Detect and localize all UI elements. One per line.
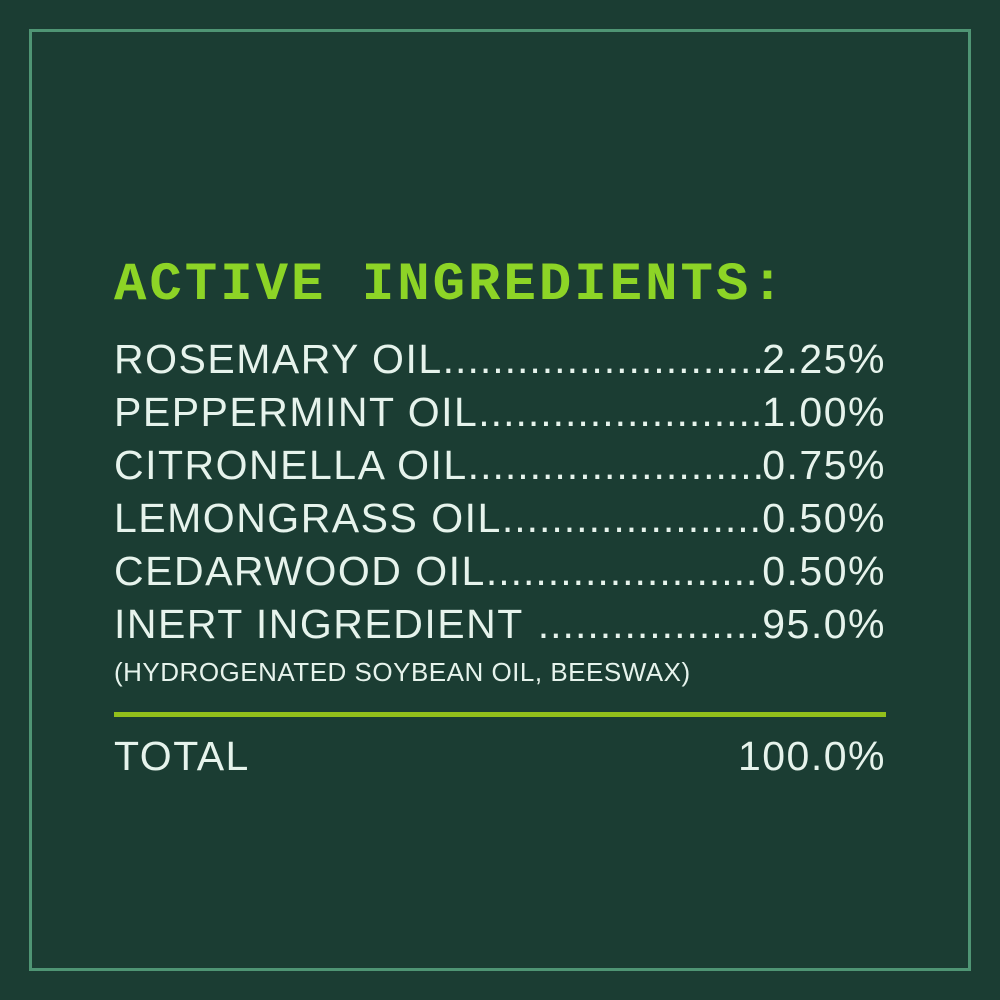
leader-dots: ........................................…: [467, 442, 763, 488]
ingredient-row-lemongrass: LEMONGRASS OIL .........................…: [114, 492, 886, 545]
leader-dots: ........................................…: [442, 336, 763, 382]
ingredient-name: CITRONELLA OIL: [114, 442, 468, 488]
leader-dots: ........................................…: [501, 495, 763, 541]
ingredient-name: LEMONGRASS OIL: [114, 495, 502, 541]
divider-line: [114, 712, 886, 717]
leader-dots: ........................................…: [478, 389, 763, 435]
ingredient-row-cedarwood: CEDARWOOD OIL ..........................…: [114, 545, 886, 598]
ingredient-percent: 95.0%: [762, 601, 886, 647]
total-row: TOTAL 100.0%: [114, 730, 886, 783]
ingredient-percent: 2.25%: [762, 336, 886, 382]
total-percent: 100.0%: [737, 733, 886, 779]
ingredient-name: ROSEMARY OIL: [114, 336, 443, 382]
border-frame: [29, 29, 971, 971]
ingredient-name: INERT INGREDIENT: [114, 601, 524, 647]
ingredient-percent: 1.00%: [762, 389, 886, 435]
total-label: TOTAL: [114, 733, 250, 779]
ingredient-row-peppermint: PEPPERMINT OIL .........................…: [114, 386, 886, 439]
ingredient-name: CEDARWOOD OIL: [114, 548, 486, 594]
ingredients-panel: ACTIVE INGREDIENTS: ROSEMARY OIL .......…: [114, 259, 886, 783]
ingredients-list: ROSEMARY OIL ...........................…: [114, 333, 886, 687]
active-ingredients-heading: ACTIVE INGREDIENTS:: [114, 255, 787, 316]
ingredient-name: PEPPERMINT OIL: [114, 389, 479, 435]
leader-dots: ........................................…: [485, 548, 762, 594]
ingredient-row-inert: INERT INGREDIENT .......................…: [114, 598, 886, 651]
ingredient-row-citronella: CITRONELLA OIL .........................…: [114, 439, 886, 492]
ingredient-percent: 0.50%: [762, 495, 886, 541]
inert-ingredient-note: (HYDROGENATED SOYBEAN OIL, BEESWAX): [114, 657, 691, 687]
ingredient-percent: 0.50%: [762, 548, 886, 594]
ingredient-row-rosemary: ROSEMARY OIL ...........................…: [114, 333, 886, 386]
ingredient-percent: 0.75%: [762, 442, 886, 488]
leader-dots: ........................................…: [537, 601, 762, 647]
